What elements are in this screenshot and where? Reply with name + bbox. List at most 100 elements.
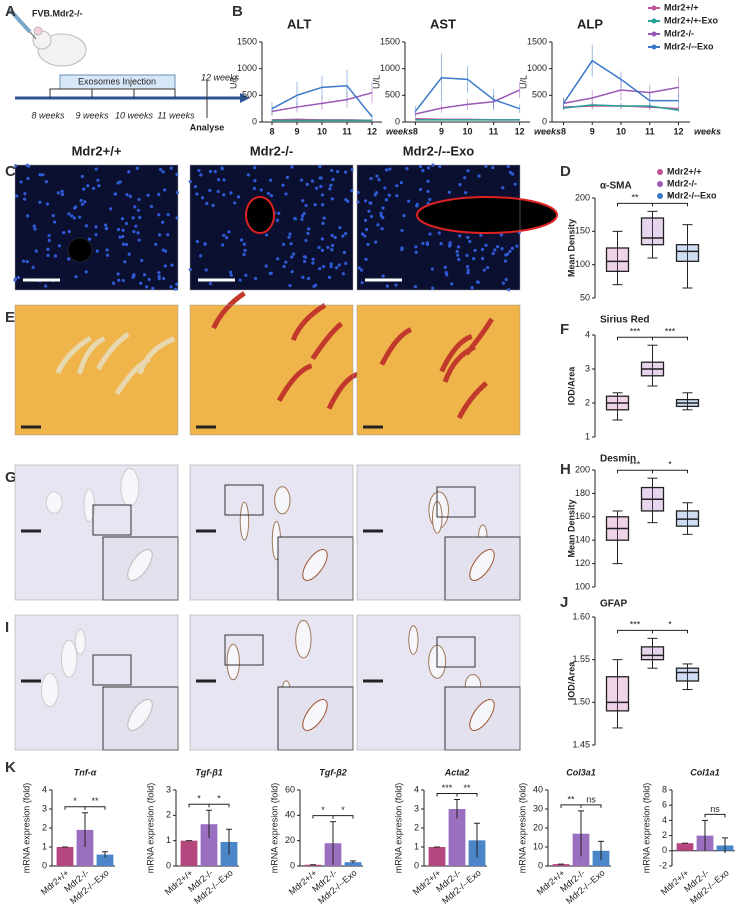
significance-label: * [341,805,345,815]
nucleus [306,276,311,281]
micrograph-frame [14,464,179,601]
treatment-label: Exosomes Injection [78,76,156,86]
nucleus [363,234,367,238]
nucleus [399,181,403,185]
y-tick-label: 120 [575,558,590,568]
nucleus [84,224,89,228]
y-tick-label: 500 [242,90,257,100]
nucleus [299,178,304,182]
nucleus [503,259,508,263]
panel-label: H [560,461,571,478]
nucleus [96,178,100,182]
y-tick-label: 1500 [380,36,400,46]
chart-title: Col3a1 [566,767,596,777]
chart-title: α-SMA [600,181,632,192]
nucleus [383,186,387,190]
nucleus [364,257,368,261]
box [640,646,665,661]
nucleus [491,251,495,256]
nucleus [104,223,108,227]
legend-marker [651,5,657,11]
nucleus [188,267,192,272]
nucleus [341,272,345,276]
vessel [45,491,63,514]
micrograph-frame [356,304,521,436]
nucleus [379,211,383,215]
legend-marker [651,18,657,24]
nucleus [97,184,101,188]
nucleus [290,255,294,259]
x-tick-label: 8 [413,126,418,136]
significance-label: ns [586,794,596,804]
bar [56,847,74,866]
nucleus [157,213,161,217]
nucleus [121,234,125,239]
x-tick-label: 11 [645,126,655,136]
vessel [290,302,327,342]
nucleus [46,253,50,257]
y-tick-label: 1000 [237,63,257,73]
significance-label: ns [710,804,720,814]
significance-bracket [580,804,602,808]
nucleus [290,270,294,274]
nucleus [229,273,233,277]
nucleus [161,220,165,224]
micrograph-frame [356,464,521,601]
nucleus [277,211,281,215]
nucleus [38,200,42,204]
week-label: 10 weeks [115,110,154,120]
micrograph-frame [189,614,354,751]
nucleus [216,178,221,182]
nucleus [67,212,71,216]
panel-label: F [560,321,569,338]
nucleus [34,249,38,253]
nucleus [329,265,333,269]
nucleus [426,179,430,183]
nucleus [109,207,113,211]
inset-frame [436,486,476,518]
nucleus [21,259,26,263]
nucleus [131,216,135,220]
nucleus [288,284,292,288]
y-axis-label: mRNA expresion (fold) [517,783,527,874]
legend-label: Mdr2+/+ [664,2,699,12]
significance-label: ** [631,193,639,203]
nucleus [330,168,334,173]
nucleus [132,273,136,278]
significance-label: * [668,460,672,470]
nucleus [374,191,379,195]
nucleus [329,183,333,187]
nucleus [444,270,448,275]
y-tick-label: 1.50 [572,697,590,707]
panel-label: D [560,163,571,180]
bar [96,854,114,866]
nucleus [438,165,442,169]
nucleus [208,169,213,174]
nucleus [421,241,425,246]
nucleus [311,261,315,265]
y-tick-label: 1500 [527,36,547,46]
vessel [60,639,78,678]
series-line [414,76,520,112]
y-tick-label: 40 [533,784,543,794]
significance-label: * [321,805,325,815]
nucleus [47,233,51,238]
micrograph-frame [356,614,521,751]
week-label: 11 weeks [157,110,195,120]
legend-marker [651,31,657,37]
nucleus [140,258,144,263]
vessel [276,363,313,402]
nucleus [137,238,141,242]
nucleus [82,187,86,191]
vessel [295,619,312,659]
nucleus [124,242,129,247]
bar [304,864,322,866]
nucleus [363,218,368,222]
micrograph-frame [14,614,179,751]
nucleus [60,189,64,193]
bar [428,847,446,866]
nucleus [486,265,490,270]
y-tick-label: 20 [533,822,543,832]
y-tick-label: 1.45 [572,739,590,749]
y-tick-label: 150 [575,226,590,236]
